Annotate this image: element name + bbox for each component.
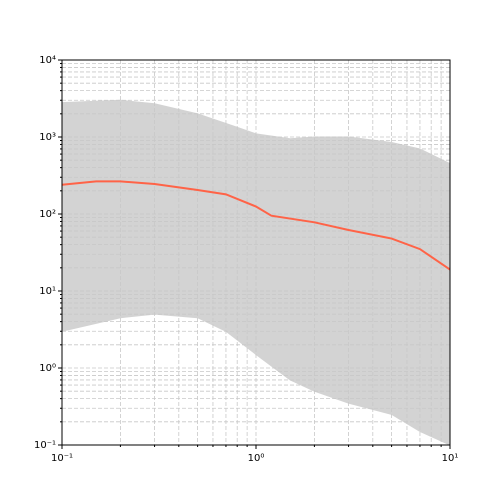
x-tick-label: 10¹ <box>442 453 459 464</box>
y-tick-label: 10³ <box>39 132 56 143</box>
median-line <box>61 180 451 271</box>
x-tick-label: 10⁻¹ <box>51 453 73 464</box>
y-tick-label: 10⁻¹ <box>34 440 56 451</box>
y-tick-label: 10⁰ <box>39 363 56 374</box>
y-tick-label: 10² <box>39 209 56 220</box>
y-tick-label: 10⁴ <box>39 55 56 66</box>
x-tick-label: 10⁰ <box>248 453 265 464</box>
y-tick-label: 10¹ <box>39 286 56 297</box>
